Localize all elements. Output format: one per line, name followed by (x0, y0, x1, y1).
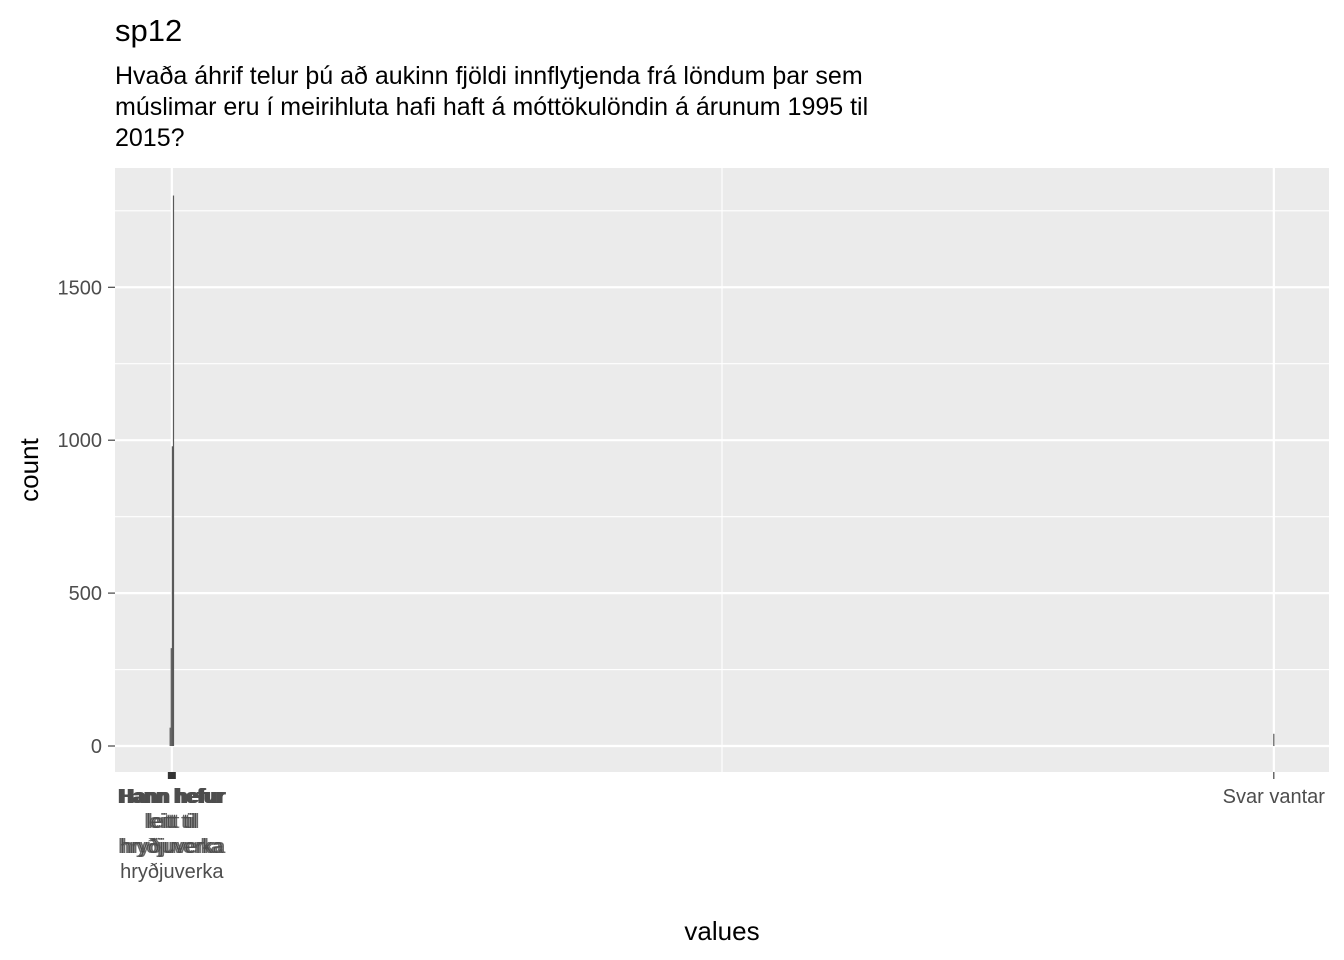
x-tick-label-overlap: leitt til (144, 811, 195, 833)
bar (171, 446, 173, 747)
x-tick-cluster (167, 772, 176, 779)
x-tick-label: hryðjuverka (120, 861, 224, 883)
x-tick-label: Svar vantar (1223, 786, 1326, 808)
chart-title: sp12 (115, 13, 182, 48)
bar (170, 648, 172, 747)
y-tick-label: 0 (91, 736, 102, 758)
bar (172, 195, 175, 747)
bars (169, 195, 1275, 747)
y-tick-label: 1000 (58, 430, 103, 452)
y-tick-label: 1500 (58, 277, 103, 299)
y-axis: 0 500 1000 1500 (58, 277, 115, 758)
x-axis-title: values (684, 916, 759, 946)
x-tick-label-head: Hann hefur (118, 786, 224, 808)
x-tick-label-head: Hann hefur (121, 786, 227, 808)
grid-minor (115, 168, 1329, 772)
x-tick-label-head: Hann hefur (119, 786, 225, 808)
chart-subtitle-line-1: Hvaða áhrif telur þú að aukinn fjöldi in… (115, 62, 863, 90)
bar (1273, 733, 1275, 747)
chart-subtitle-line-2: múslimar eru í meirihluta hafi haft á mó… (115, 93, 868, 121)
x-tick-label: hryðjuverka (120, 836, 224, 858)
y-axis-title: count (14, 437, 44, 501)
x-tick-group: Svar vantar (1223, 772, 1326, 808)
x-tick-label-overlap: hryðjuverka (122, 836, 226, 858)
chart-subtitle-line-3: 2015? (115, 124, 185, 152)
x-tick-label-overlap: hryðjuverka (118, 836, 222, 858)
x-tick-label-overlap: leitt til (148, 811, 199, 833)
bar (169, 727, 171, 747)
x-tick-label: leitt til (146, 811, 197, 833)
y-tick-label: 500 (69, 583, 102, 605)
